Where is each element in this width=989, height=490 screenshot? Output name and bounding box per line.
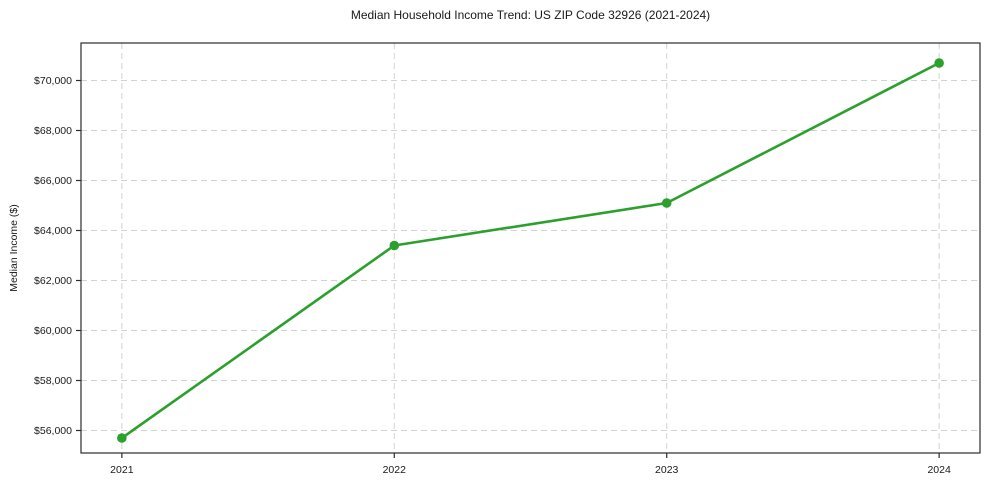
y-tick-label: $66,000 <box>34 175 72 187</box>
y-tick-label: $70,000 <box>34 75 72 87</box>
y-tick-label: $60,000 <box>34 325 72 337</box>
x-tick-label: 2023 <box>655 464 679 476</box>
data-point-2023 <box>661 198 672 208</box>
data-point-2022 <box>389 240 400 251</box>
y-tick-label: $58,000 <box>34 375 72 387</box>
y-tick-label: $56,000 <box>34 425 72 437</box>
x-tick-label: 2021 <box>110 464 134 476</box>
x-tick-label: 2022 <box>383 464 407 476</box>
x-tick-label: 2024 <box>927 464 951 476</box>
trend-line <box>120 61 941 440</box>
plot-border <box>80 42 981 454</box>
data-point-2024 <box>934 58 944 68</box>
y-tick-label: $62,000 <box>34 275 72 287</box>
y-tick-label: $68,000 <box>34 125 72 137</box>
chart-title: Median Household Income Trend: US ZIP Co… <box>350 8 711 22</box>
data-point-2021 <box>117 433 127 443</box>
y-tick-label: $64,000 <box>34 225 72 237</box>
